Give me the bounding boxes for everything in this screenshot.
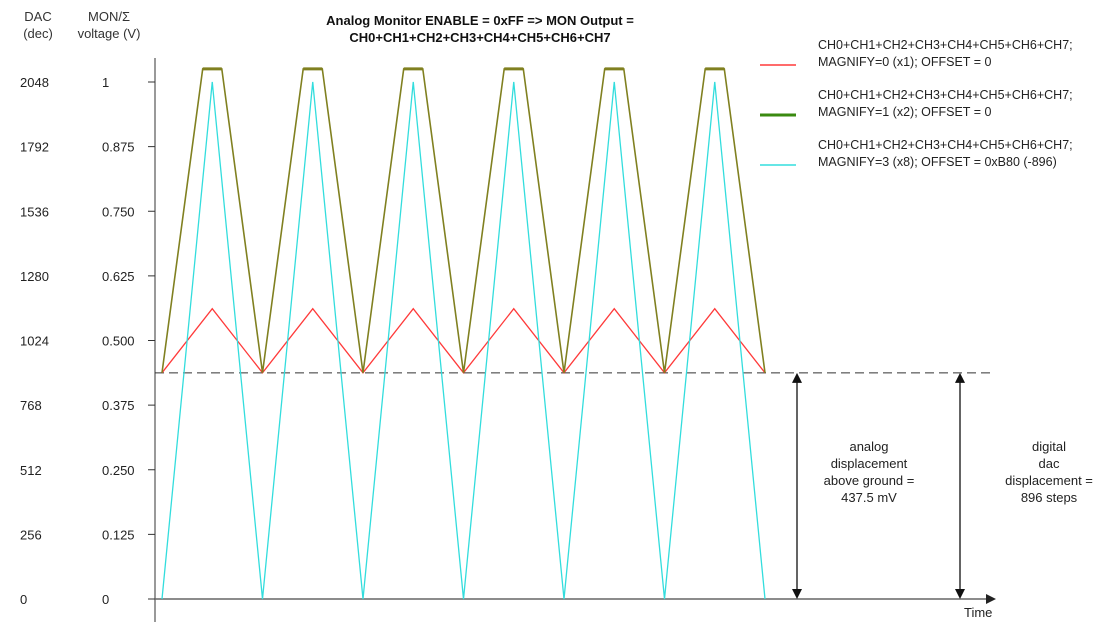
chart-title-block: Analog Monitor ENABLE = 0xFF => MON Outp… (240, 12, 720, 46)
chart-subtitle: CH0+CH1+CH2+CH3+CH4+CH5+CH6+CH7 (349, 30, 611, 45)
digital-displacement-annotation: digital dac displacement = 896 steps (994, 438, 1104, 506)
voltage-tick-label: 0.250 (102, 463, 135, 478)
voltage-header-line1: MON/Σ (88, 9, 130, 24)
digital-anno-line1: digital (1032, 439, 1066, 454)
analog-anno-line2: displacement (830, 456, 908, 471)
x-axis-arrowhead (986, 594, 996, 604)
voltage-tick-label: 0.875 (102, 140, 135, 155)
legend-entry-2-line2: MAGNIFY=1 (x2); OFFSET = 0 (818, 105, 992, 119)
voltage-axis-header: MON/Σ voltage (V) (66, 8, 152, 42)
analog-anno-line3: above ground = (823, 473, 915, 488)
legend-entry-3: CH0+CH1+CH2+CH3+CH4+CH5+CH6+CH7; MAGNIFY… (818, 137, 1073, 171)
dac-header-line2: (dec) (23, 26, 53, 41)
analog-anno-line1: analog (849, 439, 889, 454)
dac-tick-label: 1536 (20, 204, 49, 219)
voltage-tick-label: 0 (102, 592, 109, 607)
analog-displacement-annotation: analog displacement above ground = 437.5… (812, 438, 926, 506)
voltage-tick-label: 1 (102, 75, 109, 90)
dac-tick-label: 1792 (20, 140, 49, 155)
analog-displacement-arrow-arrowhead-top (792, 372, 802, 383)
legend-entry-2-line1: CH0+CH1+CH2+CH3+CH4+CH5+CH6+CH7; (818, 88, 1073, 102)
voltage-tick-label: 0.125 (102, 527, 135, 542)
legend-entry-1-line1: CH0+CH1+CH2+CH3+CH4+CH5+CH6+CH7; (818, 38, 1073, 52)
dac-tick-label: 2048 (20, 75, 49, 90)
voltage-tick-label: 0.750 (102, 204, 135, 219)
analog-displacement-arrow-arrowhead-bottom (792, 589, 802, 599)
digital-displacement-arrow-arrowhead-bottom (955, 589, 965, 599)
voltage-header-line2: voltage (V) (77, 26, 141, 41)
legend-entry-2: CH0+CH1+CH2+CH3+CH4+CH5+CH6+CH7; MAGNIFY… (818, 87, 1073, 121)
dac-tick-label: 256 (20, 527, 42, 542)
dac-tick-label: 0 (20, 592, 27, 607)
legend-entry-3-line2: MAGNIFY=3 (x8); OFFSET = 0xB80 (-896) (818, 155, 1057, 169)
digital-anno-line3: displacement = (1005, 473, 1093, 488)
voltage-tick-label: 0.500 (102, 334, 135, 349)
dac-tick-label: 1024 (20, 334, 49, 349)
digital-displacement-arrow-arrowhead-top (955, 372, 965, 383)
dac-tick-label: 1280 (20, 269, 49, 284)
voltage-tick-label: 0.375 (102, 398, 135, 413)
analog-anno-line4: 437.5 mV (841, 490, 897, 505)
dac-tick-label: 512 (20, 463, 42, 478)
x-axis-label: Time (964, 605, 993, 620)
series-line-2 (161, 68, 766, 373)
digital-anno-line2: dac (1038, 456, 1060, 471)
chart-title: Analog Monitor ENABLE = 0xFF => MON Outp… (326, 13, 634, 28)
voltage-tick-label: 0.625 (102, 269, 135, 284)
legend-entry-1-line2: MAGNIFY=0 (x1); OFFSET = 0 (818, 55, 992, 69)
legend-entry-1: CH0+CH1+CH2+CH3+CH4+CH5+CH6+CH7; MAGNIFY… (818, 37, 1073, 71)
dac-axis-header: DAC (dec) (8, 8, 68, 42)
series-line-1 (161, 307, 766, 374)
series-line-3 (161, 81, 766, 600)
dac-tick-label: 768 (20, 398, 42, 413)
dac-header-line1: DAC (24, 9, 52, 24)
legend-entry-3-line1: CH0+CH1+CH2+CH3+CH4+CH5+CH6+CH7; (818, 138, 1073, 152)
digital-anno-line4: 896 steps (1020, 490, 1078, 505)
